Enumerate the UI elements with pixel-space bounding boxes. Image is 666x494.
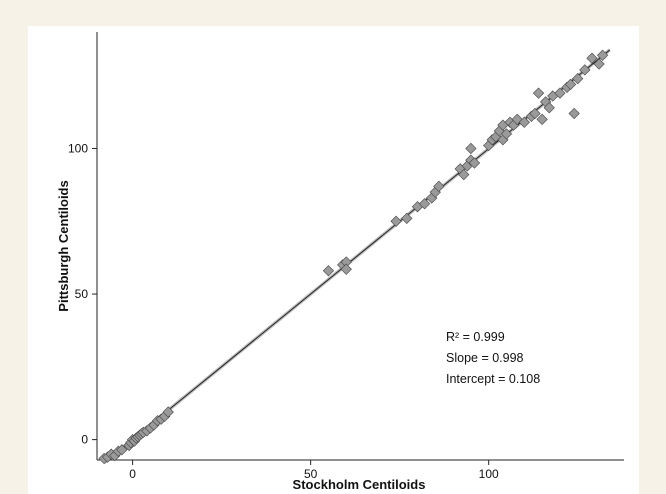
- data-point: [532, 87, 545, 99]
- data-point: [564, 78, 577, 91]
- data-point: [511, 113, 523, 125]
- data-point: [554, 87, 566, 99]
- annotation-slope: Slope = 0.998: [446, 351, 524, 365]
- data-point: [322, 265, 335, 277]
- x-axis-title: Stockholm Centiloids: [293, 477, 426, 492]
- data-point: [568, 107, 580, 120]
- data-point: [418, 198, 431, 210]
- data-point: [543, 102, 555, 114]
- data-point: [433, 180, 445, 192]
- data-point: [579, 64, 591, 76]
- data-point: [458, 169, 470, 181]
- data-point: [529, 107, 541, 120]
- data-point: [586, 52, 598, 64]
- data-point: [518, 116, 530, 128]
- data-point: [500, 128, 513, 140]
- data-point: [401, 212, 413, 224]
- y-tick-label-50: 50: [75, 287, 89, 301]
- data-point: [572, 72, 584, 85]
- data-point: [536, 113, 548, 125]
- data-point: [162, 406, 174, 418]
- data-point: [340, 263, 352, 275]
- y-tick-label-0: 0: [81, 433, 88, 447]
- axes: [96, 32, 624, 461]
- data-point: [390, 215, 402, 227]
- annotation-r-squared: R² = 0.999: [446, 330, 505, 344]
- data-point: [593, 58, 605, 70]
- data-points: [98, 49, 609, 465]
- data-point: [465, 142, 477, 155]
- x-tick-label-0: 0: [129, 467, 136, 481]
- plot-card: [28, 26, 639, 494]
- y-tick-label-100: 100: [68, 141, 88, 155]
- data-point: [468, 157, 481, 169]
- x-tick-label-50: 50: [304, 467, 318, 481]
- data-point: [116, 444, 128, 456]
- annotation-intercept: Intercept = 0.108: [446, 372, 540, 386]
- x-tick-label-100: 100: [479, 467, 499, 481]
- y-axis-title: Pittsburgh Centiloids: [56, 180, 71, 311]
- ticks: 0 50 100 0 50 100: [68, 141, 499, 481]
- data-point: [597, 49, 609, 61]
